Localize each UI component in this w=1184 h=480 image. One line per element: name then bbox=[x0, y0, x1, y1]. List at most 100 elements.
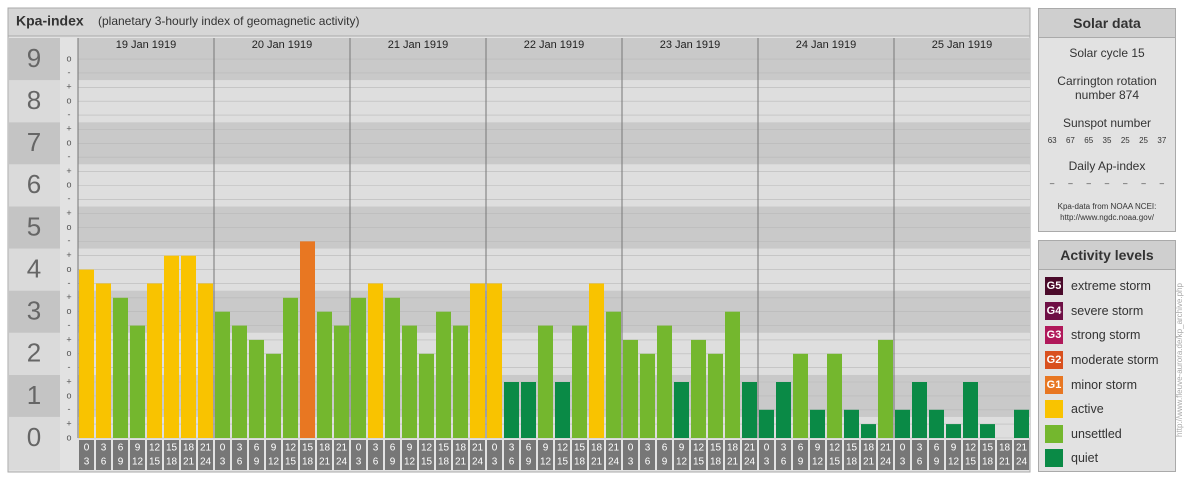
legend-item: G5 extreme storm bbox=[1039, 274, 1175, 299]
x-tick-label: 9 bbox=[118, 457, 124, 468]
x-tick-label: 21 bbox=[727, 457, 739, 468]
bar bbox=[249, 339, 264, 438]
x-tick-box bbox=[878, 440, 893, 470]
x-tick-box bbox=[147, 440, 162, 470]
x-tick-box bbox=[1014, 440, 1029, 470]
ap-value: – bbox=[1086, 179, 1091, 188]
x-tick-label: 15 bbox=[710, 443, 722, 454]
x-tick-box bbox=[691, 440, 706, 470]
bar bbox=[164, 255, 179, 438]
minor-tick-label: + bbox=[66, 334, 71, 344]
y-tick-label: 0 bbox=[27, 422, 41, 452]
x-tick-box bbox=[980, 440, 995, 470]
legend-swatch: G3 bbox=[1045, 326, 1063, 345]
bar bbox=[198, 283, 213, 438]
bar bbox=[147, 283, 162, 438]
legend-item: G3 strong storm bbox=[1039, 323, 1175, 348]
chart-title: Kpa-index bbox=[16, 13, 84, 29]
x-tick-box bbox=[640, 440, 655, 470]
x-tick-label: 18 bbox=[183, 443, 195, 454]
legend-item: G2 moderate storm bbox=[1039, 348, 1175, 373]
x-tick-label: 9 bbox=[543, 443, 549, 454]
day-label: 23 Jan 1919 bbox=[660, 39, 721, 51]
x-tick-label: 12 bbox=[676, 457, 688, 468]
x-tick-label: 15 bbox=[829, 457, 841, 468]
x-tick-label: 24 bbox=[880, 457, 892, 468]
legend-label: unsettled bbox=[1071, 426, 1122, 441]
bar bbox=[606, 311, 621, 438]
day-label: 22 Jan 1919 bbox=[524, 39, 585, 51]
bar bbox=[810, 409, 825, 438]
x-tick-label: 9 bbox=[390, 457, 396, 468]
x-tick-box bbox=[453, 440, 468, 470]
y-tick-label: 9 bbox=[27, 43, 41, 73]
x-tick-box bbox=[198, 440, 213, 470]
x-tick-label: 3 bbox=[492, 457, 498, 468]
x-tick-label: 12 bbox=[149, 443, 161, 454]
x-tick-label: 6 bbox=[781, 457, 787, 468]
x-tick-label: 18 bbox=[727, 443, 739, 454]
x-tick-label: 6 bbox=[645, 457, 651, 468]
legend-swatch: G4 bbox=[1045, 301, 1063, 320]
x-tick-label: 0 bbox=[84, 443, 90, 454]
x-tick-label: 21 bbox=[744, 443, 756, 454]
x-tick-label: 15 bbox=[438, 443, 450, 454]
legend-label: strong storm bbox=[1071, 328, 1141, 343]
bar bbox=[283, 297, 298, 438]
x-tick-box bbox=[742, 440, 757, 470]
x-tick-label: 9 bbox=[679, 443, 685, 454]
digit-band bbox=[9, 206, 60, 249]
x-tick-label: 18 bbox=[319, 443, 331, 454]
legend-item: quiet bbox=[1039, 446, 1175, 471]
x-tick-box bbox=[895, 440, 910, 470]
sunspot-value: 25 bbox=[1120, 136, 1130, 145]
x-tick-label: 24 bbox=[1016, 457, 1028, 468]
x-tick-label: 24 bbox=[472, 457, 484, 468]
bar bbox=[759, 409, 774, 438]
digit-band bbox=[9, 374, 60, 417]
minor-tick-label: + bbox=[66, 82, 71, 92]
x-tick-box bbox=[759, 440, 774, 470]
minor-tick-label: o bbox=[66, 432, 71, 442]
minor-tick-label: o bbox=[66, 306, 71, 316]
x-tick-label: 18 bbox=[999, 443, 1011, 454]
x-tick-label: 0 bbox=[220, 443, 226, 454]
x-tick-box bbox=[215, 440, 230, 470]
digit-band bbox=[9, 38, 60, 81]
x-tick-label: 12 bbox=[965, 443, 977, 454]
solar-panel: Solar data Solar cycle 15 Carrington rot… bbox=[1038, 8, 1176, 232]
x-tick-label: 12 bbox=[404, 457, 416, 468]
x-tick-label: 0 bbox=[900, 443, 906, 454]
x-tick-label: 6 bbox=[101, 457, 107, 468]
solar-title: Solar data bbox=[1039, 9, 1175, 38]
x-tick-label: 6 bbox=[917, 457, 923, 468]
minor-tick-label: - bbox=[68, 67, 71, 77]
x-tick-label: 18 bbox=[591, 443, 603, 454]
x-tick-box bbox=[368, 440, 383, 470]
x-tick-box bbox=[708, 440, 723, 470]
x-tick-label: 21 bbox=[472, 443, 484, 454]
legend-label: extreme storm bbox=[1071, 279, 1151, 294]
digit-band bbox=[9, 164, 60, 207]
x-tick-label: 3 bbox=[237, 443, 243, 454]
x-tick-label: 9 bbox=[254, 457, 260, 468]
sunspot-title: Sunspot number bbox=[1062, 116, 1152, 130]
source: Kpa-data from NOAA NCEI: bbox=[1057, 202, 1157, 211]
x-tick-box bbox=[555, 440, 570, 470]
legend-panel: Activity levels G5 extreme storm G4 severe … bbox=[1038, 240, 1176, 472]
x-tick-label: 12 bbox=[421, 443, 433, 454]
minor-tick-label: o bbox=[66, 53, 71, 63]
ap-title: Daily Ap-index bbox=[1068, 159, 1146, 173]
x-tick-box bbox=[283, 440, 298, 470]
digit-band bbox=[9, 416, 60, 470]
bar bbox=[113, 297, 128, 438]
x-tick-box bbox=[963, 440, 978, 470]
sunspot-value: 65 bbox=[1084, 136, 1094, 145]
minor-tick-label: + bbox=[66, 124, 71, 134]
minor-tick-label: + bbox=[66, 292, 71, 302]
x-tick-box bbox=[436, 440, 451, 470]
ap-value: – bbox=[1141, 179, 1146, 188]
x-tick-label: 12 bbox=[285, 443, 297, 454]
